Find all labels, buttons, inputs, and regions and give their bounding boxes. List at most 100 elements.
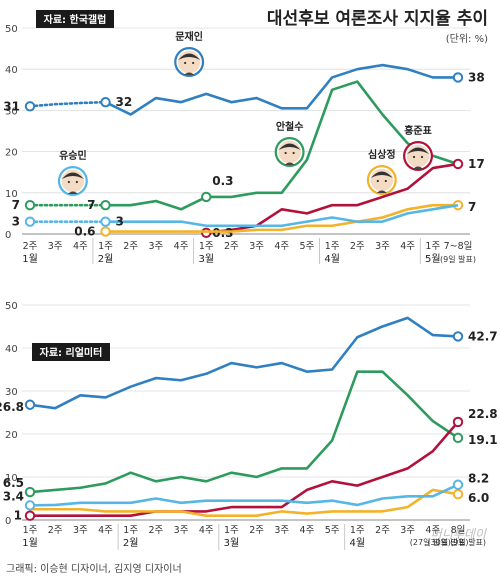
x-tick-label: 4주 — [98, 525, 113, 536]
x-tick-label: 5주 — [325, 525, 340, 536]
moon-portrait-icon — [176, 49, 202, 75]
data-point-moon — [100, 96, 111, 108]
data-point-moon — [24, 101, 36, 112]
x-tick-label: 3주 — [274, 525, 289, 536]
x-tick-label: 4주 — [73, 241, 88, 252]
series-line-hong — [206, 162, 459, 235]
data-point-sim — [100, 226, 111, 237]
month-label: 1월 — [22, 253, 38, 265]
y-tick-label: 40 — [5, 65, 18, 76]
data-label-ahn: 19.1 — [468, 433, 498, 447]
data-label-moon: 31 — [3, 99, 20, 113]
chart-title: 대선후보 여론조사 지지율 추이 — [267, 8, 488, 29]
watermark: 머니투데이 — [431, 527, 487, 541]
y-tick-label: 50 — [5, 24, 18, 35]
data-label-moon: 42.7 — [468, 329, 498, 343]
series-line-moon-dotted — [28, 100, 107, 108]
y-tick-label: 30 — [5, 106, 18, 117]
portrait-ahn: 안철수 — [274, 120, 305, 167]
portrait-name-hong: 홍준표 — [404, 124, 432, 137]
data-point-yoo — [452, 479, 464, 490]
x-tick-label: 2주 — [148, 525, 163, 536]
y-tick-label: 50 — [5, 301, 18, 312]
x-tick-label: 2주 — [224, 241, 239, 252]
data-point-hong — [452, 158, 464, 170]
data-label-sim: 7 — [468, 200, 476, 214]
month-label: 4월 — [350, 537, 366, 549]
x-tick-label: 3주 — [249, 241, 264, 252]
data-label-moon: 32 — [116, 95, 133, 109]
x-tick-label: 2주 — [249, 525, 264, 536]
portrait-hong: 홍준표 — [403, 124, 434, 171]
x-tick-label: 2주 — [23, 241, 38, 252]
x-note-label: (30일 발표) — [427, 537, 468, 547]
portrait-yoo: 유승민 — [57, 149, 88, 196]
data-point-sim — [452, 489, 464, 500]
data-point-ahn — [100, 199, 111, 211]
series-line-ahn — [105, 80, 459, 211]
x-tick-label: 1주 — [98, 241, 113, 252]
x-tick-label: 4주 — [174, 241, 189, 252]
data-label-moon: 38 — [468, 70, 485, 84]
data-point-hong — [452, 416, 464, 428]
y-tick-label: 30 — [5, 387, 18, 398]
x-tick-label: 3주 — [73, 525, 88, 536]
x-tick-label: 4주 — [300, 525, 315, 536]
x-tick-label: 4주 — [274, 241, 289, 252]
series-line-moon — [104, 63, 458, 116]
source-box — [36, 10, 114, 28]
x-tick-label: 3주 — [174, 525, 189, 536]
panel-2: 0 10 20 30 40 50 자료: 리얼미터 1주 2주 3주 4주 1주 2주 3주 4주 1주 2주 3… — [0, 301, 498, 550]
x-note-label: (9일 발표) — [450, 537, 486, 547]
data-label-sim: 6.0 — [468, 491, 489, 505]
x-tick-label: 2주 — [350, 241, 365, 252]
series-line-ahn — [29, 370, 459, 494]
x-tick-label: 2주 — [48, 525, 63, 536]
series-line-yoo — [105, 203, 459, 228]
portrait-name-moon: 문재인 — [175, 30, 203, 43]
x-tick-label: 3주 — [375, 241, 390, 252]
x-tick-label: 4주 — [400, 241, 415, 252]
data-label-ahn: 7 — [87, 198, 95, 212]
month-label: 2월 — [123, 537, 139, 549]
data-label-yoo: 3 — [116, 215, 124, 229]
y-tick-label: 0 — [5, 230, 11, 241]
x-tick-label: 1주 — [325, 241, 340, 252]
data-point-yoo — [100, 216, 111, 227]
month-label: 4월 — [324, 253, 340, 265]
portrait-name-sim: 심상정 — [368, 148, 396, 161]
source-label: 자료: 한국갤럽 — [44, 13, 107, 26]
x-tick-label: 3주 — [400, 525, 415, 536]
month-label: 5월 — [425, 253, 441, 265]
series-line-yoo — [29, 483, 459, 507]
data-point-moon — [452, 72, 464, 83]
y-tick-label: 20 — [5, 148, 18, 159]
x-tick-label: 1주 — [425, 241, 440, 252]
data-label-hong: 17 — [468, 157, 485, 171]
data-label-yoo: 3 — [12, 215, 20, 229]
x-tick-label: 3주 — [148, 241, 163, 252]
data-label-yoo: 8.2 — [468, 472, 489, 486]
x-tick-label: 4주 — [425, 525, 440, 536]
x-tick-label: 7~8일 — [444, 241, 473, 252]
x-tick-label: 8일 — [451, 525, 466, 536]
hong-portrait-icon — [405, 143, 431, 169]
credit-text: 그래픽: 이승현 디자이너, 김지영 디자이너 — [6, 563, 182, 575]
data-label-ahn: 6.5 — [3, 476, 24, 490]
month-label: 3월 — [224, 537, 240, 549]
portrait-moon: 문재인 — [174, 30, 205, 77]
x-tick-label: 1주 — [123, 525, 138, 536]
ahn-portrait-icon — [276, 139, 303, 165]
data-label-hong: 22.8 — [468, 407, 498, 421]
data-label-sim: 0.6 — [74, 225, 95, 239]
x-tick-label: 1주 — [350, 525, 365, 536]
data-label-moon: 26.8 — [0, 400, 24, 414]
x-tick-label: 1주 — [23, 525, 38, 536]
portrait-sim: 심상정 — [366, 148, 397, 195]
x-tick-label: 2주 — [123, 241, 138, 252]
x-tick-label: 2주 — [375, 525, 390, 536]
sim-portrait-icon — [369, 167, 395, 193]
x-tick-label: 1주 — [224, 525, 239, 536]
